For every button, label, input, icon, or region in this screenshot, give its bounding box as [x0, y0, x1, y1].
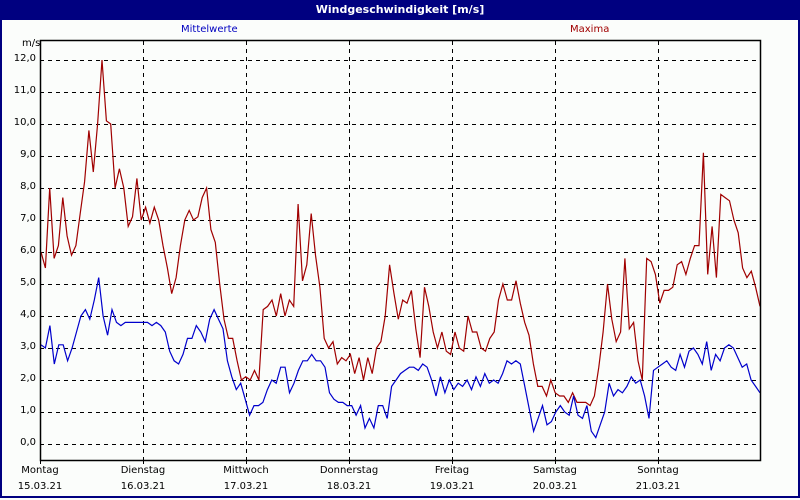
- y-tick-label: 6,0: [20, 245, 36, 256]
- y-tick-label: 10,0: [13, 117, 36, 128]
- grid-lines: [40, 41, 761, 460]
- day-name: Sonntag: [637, 465, 679, 476]
- x-axis-ticks: [40, 460, 659, 464]
- y-tick-label: 2,0: [20, 373, 36, 384]
- legend-mittelwerte: Mittelwerte: [181, 24, 238, 35]
- y-tick-label: 1,0: [20, 405, 36, 416]
- chart-title: Windgeschwindigkeit [m/s]: [0, 0, 800, 20]
- day-name: Donnerstag: [319, 465, 379, 476]
- x-tick-label: Donnerstag 18.03.21: [299, 463, 399, 495]
- y-tick-label: 8,0: [20, 181, 36, 192]
- x-tick-label: Sonntag 21.03.21: [608, 463, 708, 495]
- day-name: Samstag: [533, 465, 577, 476]
- day-name: Mittwoch: [223, 465, 269, 476]
- date: 19.03.21: [429, 481, 475, 492]
- date: 18.03.21: [326, 481, 372, 492]
- day-name: Dienstag: [120, 465, 166, 476]
- date: 20.03.21: [532, 481, 578, 492]
- day-name: Montag: [21, 465, 59, 476]
- date: 16.03.21: [120, 481, 166, 492]
- y-tick-label: 4,0: [20, 309, 36, 320]
- y-tick-label: 7,0: [20, 213, 36, 224]
- date: 21.03.21: [635, 481, 681, 492]
- y-tick-label: 5,0: [20, 277, 36, 288]
- y-tick-label: 11,0: [13, 85, 36, 96]
- x-tick-label: Freitag 19.03.21: [402, 463, 502, 495]
- mittelwerte-line: [40, 277, 761, 439]
- date: 15.03.21: [17, 481, 63, 492]
- x-tick-label: Dienstag 16.03.21: [93, 463, 193, 495]
- y-tick-label: 3,0: [20, 341, 36, 352]
- x-tick-label: Samstag 20.03.21: [505, 463, 605, 495]
- day-name: Freitag: [434, 465, 470, 476]
- y-tick-label: 12,0: [13, 53, 36, 64]
- plot-border: [39, 39, 762, 462]
- y-tick-label: 0,0: [20, 437, 36, 448]
- date: 17.03.21: [223, 481, 269, 492]
- x-tick-label: Mittwoch 17.03.21: [196, 463, 296, 495]
- y-axis-unit: m/s: [22, 38, 41, 49]
- maxima-line: [40, 59, 761, 407]
- legend-maxima: Maxima: [570, 24, 610, 35]
- y-tick-label: 9,0: [20, 149, 36, 160]
- x-tick-label: Montag 15.03.21: [0, 463, 90, 495]
